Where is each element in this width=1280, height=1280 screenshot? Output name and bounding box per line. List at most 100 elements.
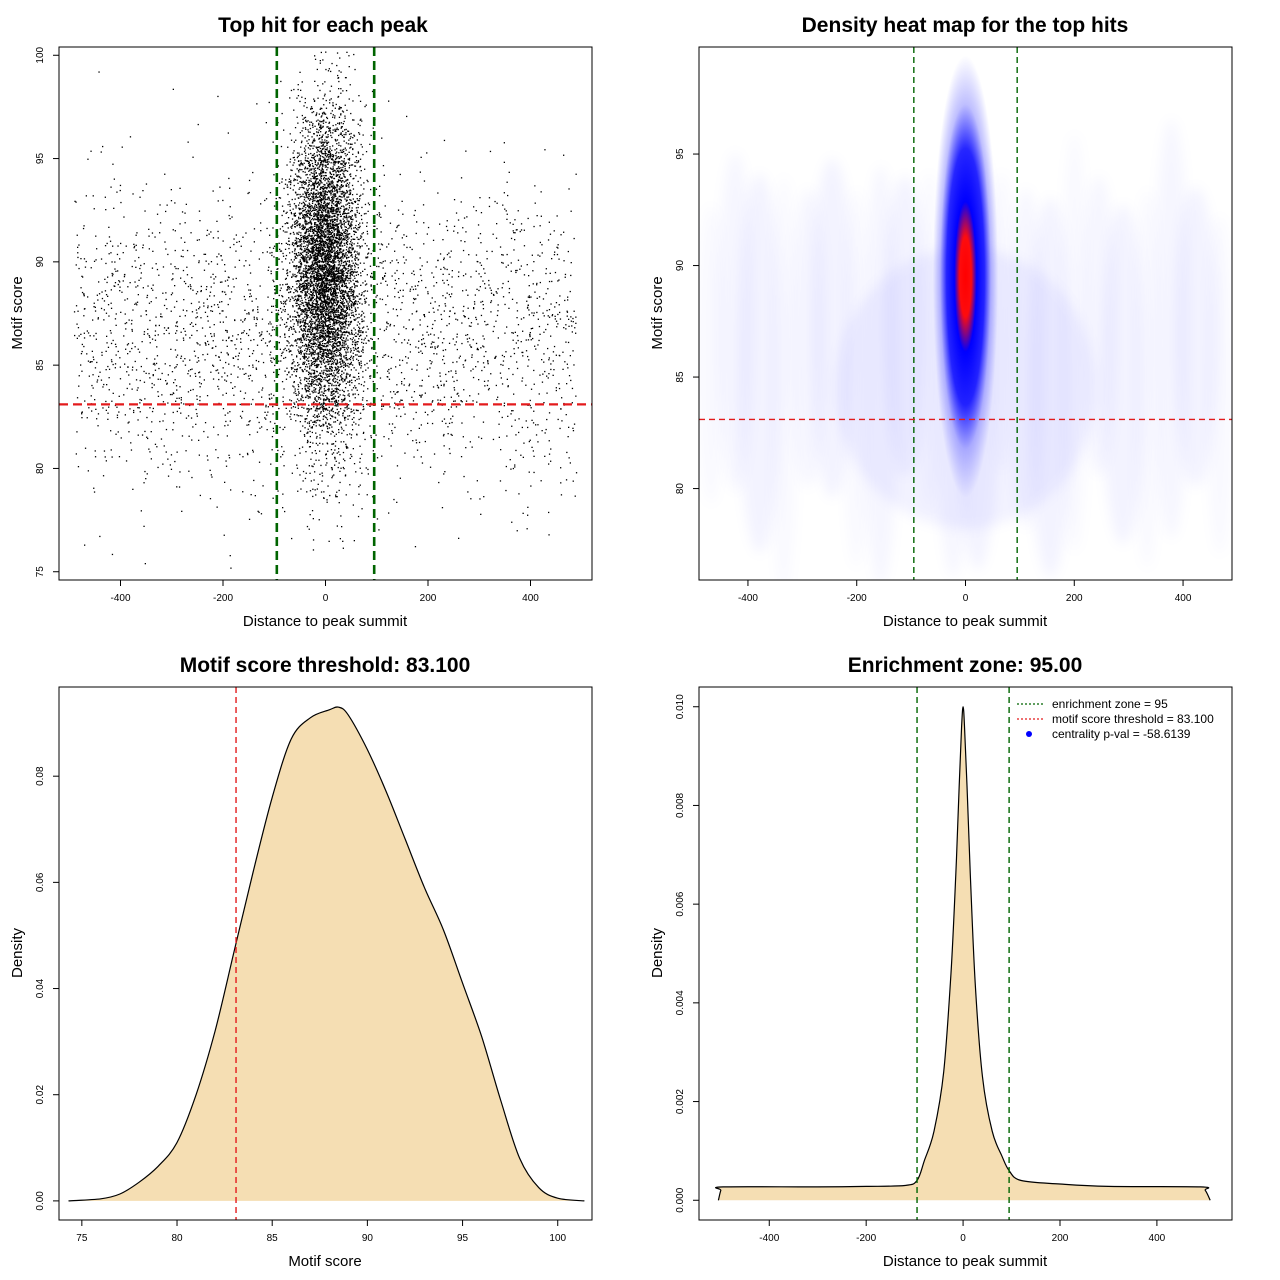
scatter-point (338, 179, 340, 182)
scatter-point (295, 319, 298, 321)
scatter-point (470, 370, 472, 372)
scatter-point (529, 404, 531, 407)
scatter-point (343, 302, 346, 304)
scatter-point (312, 539, 315, 541)
scatter-point (314, 205, 316, 207)
scatter-point (260, 203, 262, 205)
scatter-point (93, 335, 95, 337)
scatter-point (459, 404, 461, 406)
scatter-point (332, 331, 334, 333)
scatter-point (142, 287, 144, 289)
scatter-point (266, 429, 268, 431)
scatter-point (119, 378, 122, 380)
scatter-point (484, 320, 486, 323)
scatter-point (506, 435, 508, 437)
scatter-point (490, 301, 492, 304)
scatter-point (460, 456, 463, 458)
scatter-point (330, 449, 333, 451)
scatter-point (323, 261, 325, 263)
scatter-point (210, 310, 212, 312)
scatter-point (330, 433, 332, 435)
scatter-point (321, 170, 323, 173)
scatter-point (309, 169, 311, 172)
scatter-point (323, 277, 326, 279)
scatter-point (230, 340, 232, 342)
scatter-point (336, 188, 338, 190)
scatter-point (316, 306, 318, 308)
scatter-point (304, 418, 306, 420)
scatter-point (316, 295, 318, 297)
scatter-point (495, 237, 498, 239)
scatter-point (83, 345, 85, 348)
scatter-point (76, 323, 78, 325)
scatter-point (197, 357, 199, 359)
scatter-point (121, 291, 123, 293)
scatter-point (351, 309, 353, 312)
scatter-point (303, 196, 305, 198)
scatter-point (322, 164, 324, 166)
scatter-point (184, 241, 186, 243)
scatter-point (335, 103, 337, 106)
scatter-point (359, 222, 361, 224)
scatter-point (407, 433, 409, 436)
scatter-point (322, 253, 324, 256)
scatter-point (206, 286, 208, 288)
scatter-point (329, 146, 331, 148)
scatter-point (218, 388, 220, 390)
scatter-point (477, 349, 479, 351)
scatter-point (346, 406, 348, 408)
scatter-point (333, 235, 335, 237)
scatter-point (221, 291, 224, 293)
scatter-point (522, 512, 524, 514)
scatter-point (310, 333, 312, 335)
scatter-point (344, 232, 347, 235)
scatter-point (304, 259, 306, 261)
scatter-point (356, 280, 358, 282)
scatter-point (318, 390, 320, 392)
scatter-point (423, 243, 425, 245)
scatter-point (212, 237, 215, 239)
scatter-point (329, 157, 331, 159)
scatter-point (332, 431, 334, 433)
scatter-point (503, 142, 505, 144)
scatter-point (336, 364, 338, 366)
scatter-point (148, 228, 150, 230)
scatter-point (248, 424, 250, 426)
scatter-point (357, 180, 359, 183)
scatter-point (237, 358, 239, 361)
scatter-point (398, 408, 400, 410)
scatter-point (357, 264, 359, 266)
scatter-point (281, 446, 283, 448)
scatter-point (330, 207, 332, 209)
scatter-point (507, 280, 509, 283)
scatter-point (311, 282, 313, 284)
scatter-point (334, 222, 336, 224)
scatter-point (119, 290, 121, 292)
scatter-point (401, 200, 403, 202)
scatter-point (321, 348, 324, 351)
scatter-point (235, 250, 237, 252)
scatter-point (375, 188, 378, 190)
scatter-point (344, 417, 346, 419)
scatter-point (219, 186, 221, 188)
scatter-point (313, 242, 316, 244)
scatter-point (327, 255, 330, 257)
scatter-point (413, 298, 416, 301)
scatter-point (354, 227, 356, 229)
scatter-point (255, 359, 257, 362)
scatter-point (320, 228, 322, 230)
scatter-point (477, 393, 480, 395)
scatter-point (366, 222, 368, 224)
scatter-point (368, 340, 370, 342)
scatter-point (338, 395, 340, 398)
scatter-point (306, 265, 308, 267)
scatter-point (503, 356, 505, 358)
scatter-point (440, 268, 442, 270)
scatter-point (314, 397, 316, 399)
scatter-point (565, 324, 567, 326)
scatter-point (318, 209, 320, 211)
scatter-point (557, 313, 559, 316)
scatter-point (317, 146, 319, 148)
scatter-point (309, 441, 312, 443)
scatter-point (386, 322, 388, 324)
